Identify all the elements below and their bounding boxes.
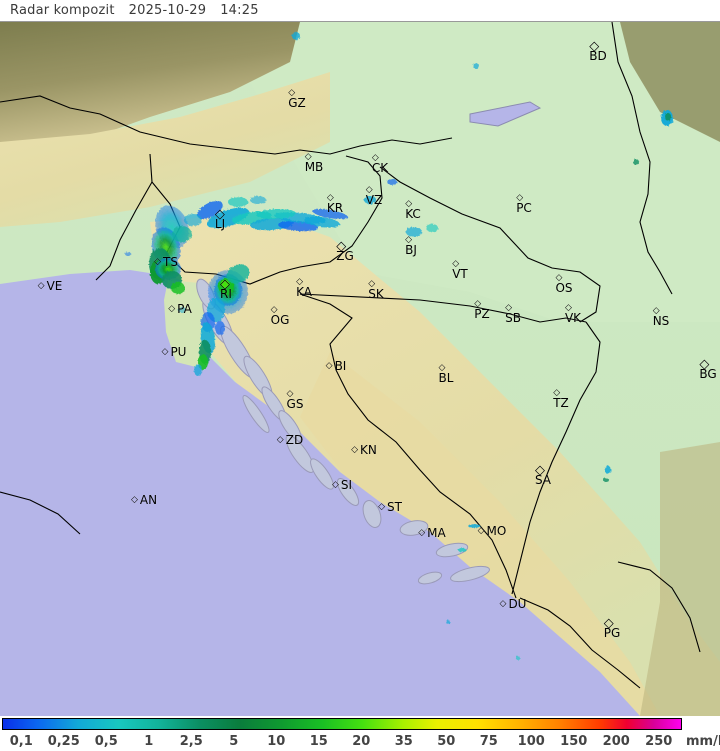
legend-tick-row: 0,1 0,25 0,5 1 2,5 5 10 15 20 35 50 75 100 150 200 250 m… — [0, 732, 720, 751]
product-title: Radar kompozit — [10, 3, 115, 18]
map-canvas — [0, 22, 720, 716]
terrain-prealps — [0, 72, 330, 227]
terrain-alps — [0, 22, 300, 162]
legend-tick-10: 50 — [437, 734, 456, 749]
legend-colorbar — [2, 718, 682, 730]
observation-date: 2025-10-29 — [128, 3, 207, 18]
echo-north-scattered — [292, 32, 639, 237]
echo-zagreb-approach — [256, 208, 348, 224]
legend-tick-5: 5 — [229, 734, 239, 749]
echo-rijeka-core — [201, 264, 250, 332]
precipitation-legend: 0,1 0,25 0,5 1 2,5 5 10 15 20 35 50 75 100 150 200 250 m… — [0, 716, 720, 751]
dalmatian-islands — [196, 278, 490, 585]
legend-tick-6: 10 — [267, 734, 286, 749]
legend-tick-9: 35 — [394, 734, 413, 749]
legend-tick-2: 0,5 — [94, 734, 118, 749]
gulf-of-venice — [0, 270, 200, 332]
echo-marine-faint — [125, 252, 186, 313]
echo-istria-coast — [194, 321, 225, 376]
terrain-east-highland — [620, 22, 720, 142]
legend-tick-13: 150 — [560, 734, 588, 749]
title-bar: Radar kompozit 2025-10-29 14:25 — [0, 0, 720, 22]
legend-tick-0: 0,1 — [9, 734, 33, 749]
legend-tick-14: 200 — [602, 734, 630, 749]
adriatic-sea — [0, 280, 640, 716]
echo-vojvodina — [661, 110, 673, 126]
legend-tick-8: 20 — [352, 734, 371, 749]
observation-time: 14:25 — [220, 3, 259, 18]
legend-unit: mm/h — [686, 734, 720, 749]
terrain-southeast-highland — [640, 442, 720, 716]
radar-map[interactable]: ◇ BD ◇ GZ ◇ MB ◇ CK ◇ VZ ◇ KR ◇ KC ◇ PC ◇ LJ ◇ ZG ◇ BJ ◇ VT ◇ TS ◇… — [0, 22, 720, 716]
lake-balaton — [469, 101, 542, 127]
legend-tick-3: 1 — [144, 734, 154, 749]
legend-tick-7: 15 — [309, 734, 328, 749]
legend-tick-11: 75 — [479, 734, 498, 749]
terrain-dinaric-core — [300, 352, 660, 716]
radar-echo-layer — [125, 32, 673, 660]
echo-trieste-cell — [155, 258, 185, 294]
echo-herzegovina — [446, 466, 611, 660]
national-borders — [0, 22, 701, 689]
legend-tick-4: 2,5 — [179, 734, 203, 749]
legend-tick-12: 100 — [517, 734, 545, 749]
terrain-pannonian-plain — [250, 22, 720, 322]
legend-tick-1: 0,25 — [47, 734, 80, 749]
legend-tick-15: 250 — [645, 734, 673, 749]
